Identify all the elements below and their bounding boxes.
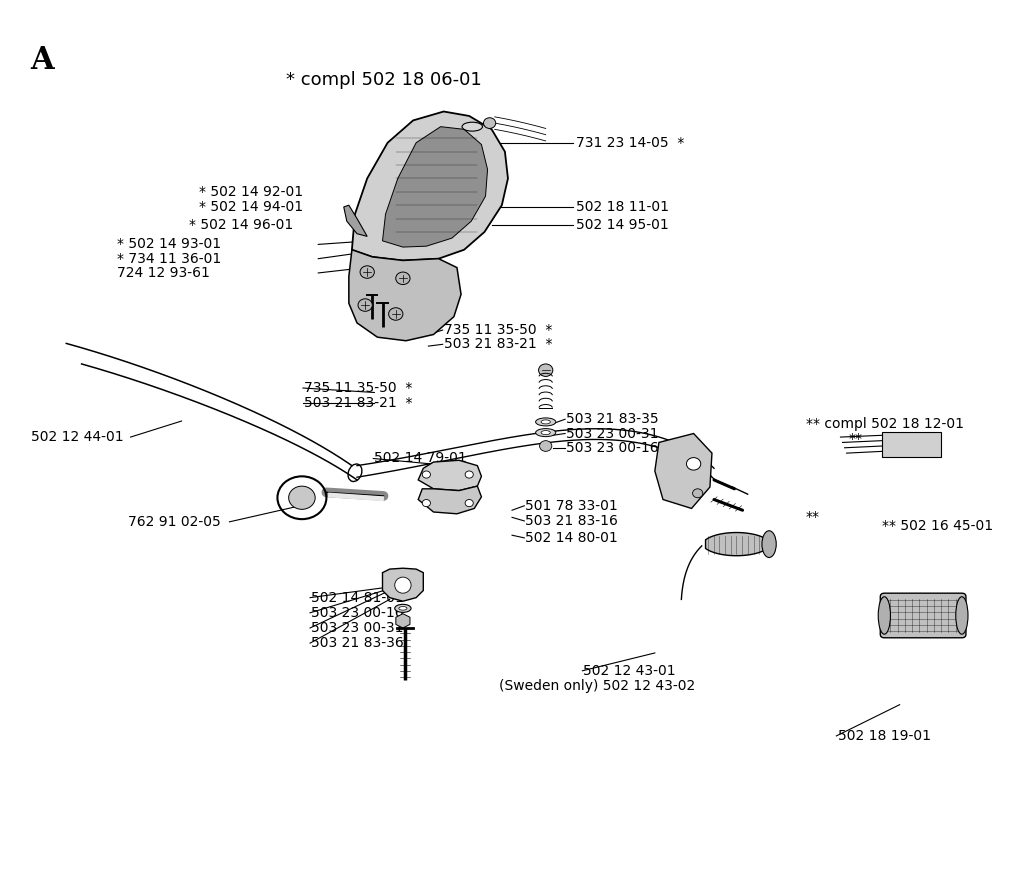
Circle shape xyxy=(465,500,473,507)
Bar xyxy=(883,432,941,457)
Polygon shape xyxy=(654,434,712,508)
Text: 503 23 00-31: 503 23 00-31 xyxy=(311,621,403,635)
Polygon shape xyxy=(383,127,487,247)
Text: **: ** xyxy=(806,510,820,524)
Text: (Sweden only) 502 12 43-02: (Sweden only) 502 12 43-02 xyxy=(499,679,695,693)
Text: 724 12 93-61: 724 12 93-61 xyxy=(118,266,210,280)
Text: 502 18 11-01: 502 18 11-01 xyxy=(577,200,670,214)
Text: 735 11 35-50  *: 735 11 35-50 * xyxy=(304,381,413,395)
Text: * compl 502 18 06-01: * compl 502 18 06-01 xyxy=(286,71,481,89)
Text: **: ** xyxy=(849,432,862,446)
Text: 502 18 19-01: 502 18 19-01 xyxy=(839,729,932,743)
Text: 503 23 00-16: 503 23 00-16 xyxy=(311,606,403,620)
Circle shape xyxy=(540,441,552,451)
Text: 502 12 44-01: 502 12 44-01 xyxy=(31,430,123,444)
Text: 503 21 83-16: 503 21 83-16 xyxy=(525,514,618,528)
Text: * 502 14 92-01: * 502 14 92-01 xyxy=(199,185,303,199)
Text: 501 78 33-01: 501 78 33-01 xyxy=(525,499,618,513)
Ellipse shape xyxy=(398,607,407,610)
Ellipse shape xyxy=(348,464,361,482)
Text: 503 23 00-16: 503 23 00-16 xyxy=(566,441,658,455)
Circle shape xyxy=(686,458,700,470)
Ellipse shape xyxy=(462,122,482,131)
Polygon shape xyxy=(352,112,508,260)
Circle shape xyxy=(360,266,375,278)
Text: 503 21 83-36: 503 21 83-36 xyxy=(311,636,403,650)
Circle shape xyxy=(422,471,430,478)
Circle shape xyxy=(539,364,553,376)
Text: 502 14 81-01: 502 14 81-01 xyxy=(311,591,404,605)
Ellipse shape xyxy=(879,597,891,634)
Circle shape xyxy=(692,489,702,498)
Text: 503 21 83-21  *: 503 21 83-21 * xyxy=(304,396,413,410)
Ellipse shape xyxy=(762,531,776,558)
Text: 503 23 00-31: 503 23 00-31 xyxy=(566,426,658,441)
Text: * 734 11 36-01: * 734 11 36-01 xyxy=(118,252,221,266)
Ellipse shape xyxy=(536,417,556,426)
Text: 503 21 83-21  *: 503 21 83-21 * xyxy=(443,337,552,351)
Text: * 502 14 94-01: * 502 14 94-01 xyxy=(199,200,303,214)
Text: * 502 14 96-01: * 502 14 96-01 xyxy=(188,218,293,232)
Ellipse shape xyxy=(394,605,411,612)
Polygon shape xyxy=(418,460,481,491)
Text: 502 14 95-01: 502 14 95-01 xyxy=(577,218,669,232)
Circle shape xyxy=(389,308,402,320)
Text: * 502 14 93-01: * 502 14 93-01 xyxy=(118,237,221,252)
Circle shape xyxy=(358,299,373,311)
Circle shape xyxy=(289,486,315,509)
Polygon shape xyxy=(344,205,368,236)
Text: 502 14 80-01: 502 14 80-01 xyxy=(525,531,618,545)
Polygon shape xyxy=(706,533,767,556)
Ellipse shape xyxy=(394,577,411,593)
Ellipse shape xyxy=(541,431,550,434)
Ellipse shape xyxy=(536,429,556,437)
Circle shape xyxy=(465,471,473,478)
Polygon shape xyxy=(418,486,481,514)
Ellipse shape xyxy=(541,420,550,424)
Text: ** compl 502 18 12-01: ** compl 502 18 12-01 xyxy=(806,417,964,431)
Text: 762 91 02-05: 762 91 02-05 xyxy=(128,515,220,529)
Text: 502 12 43-01: 502 12 43-01 xyxy=(584,664,676,678)
Ellipse shape xyxy=(955,597,968,634)
Polygon shape xyxy=(349,250,461,341)
Text: 502 14 79-01: 502 14 79-01 xyxy=(375,451,467,466)
FancyBboxPatch shape xyxy=(881,593,966,638)
Text: 735 11 35-50  *: 735 11 35-50 * xyxy=(443,323,552,337)
Text: ** 502 16 45-01: ** 502 16 45-01 xyxy=(883,519,993,533)
Text: A: A xyxy=(31,45,54,76)
Circle shape xyxy=(422,500,430,507)
Text: 731 23 14-05  *: 731 23 14-05 * xyxy=(577,136,685,150)
Text: 503 21 83-35: 503 21 83-35 xyxy=(566,412,658,426)
Circle shape xyxy=(395,272,410,285)
Circle shape xyxy=(483,118,496,128)
Polygon shape xyxy=(383,568,423,601)
